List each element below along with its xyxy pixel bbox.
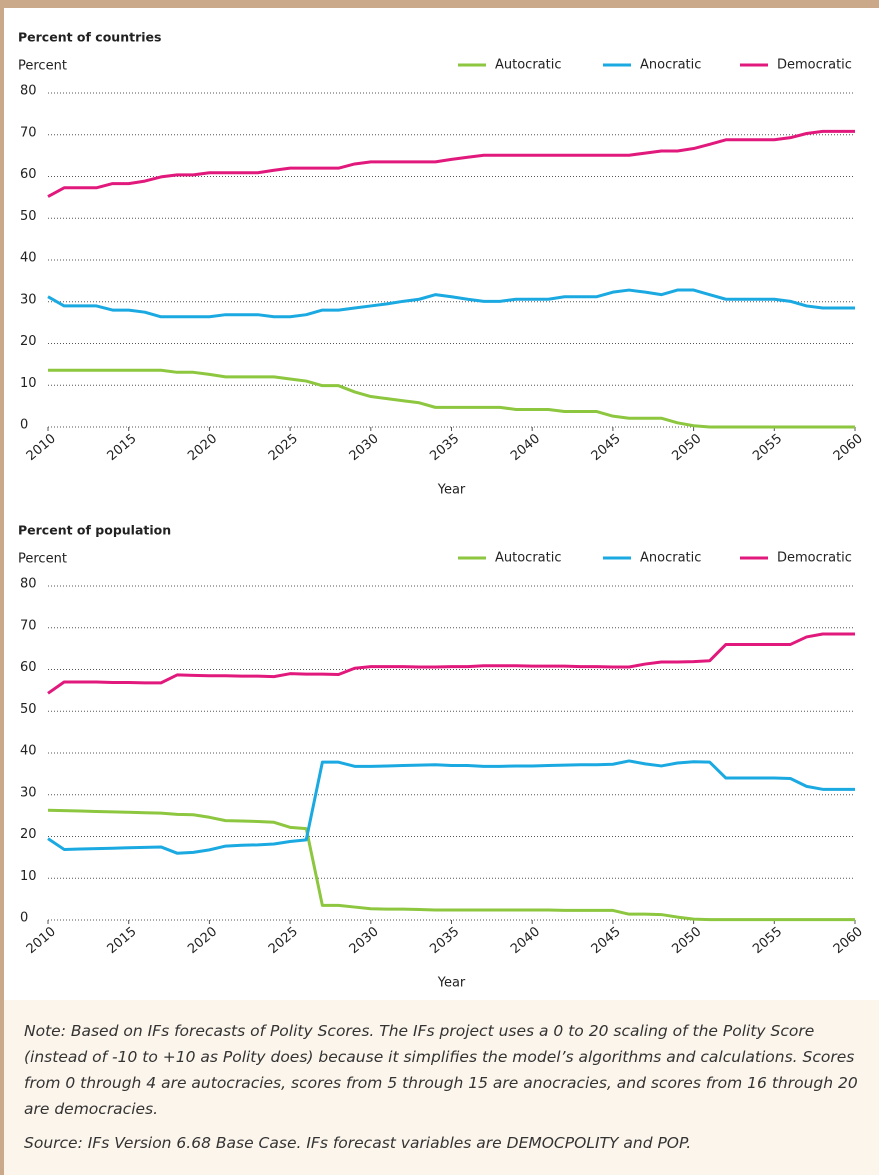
x-tick-label: 2020 [185, 431, 220, 464]
x-tick-label: 2060 [831, 924, 866, 957]
series-line [47, 808, 855, 922]
x-tick-label: 2015 [105, 431, 140, 464]
source: Source: IFs Version 6.68 Base Case. IFs … [24, 1134, 692, 1152]
legend-label: Autocratic [495, 58, 562, 73]
y-tick-label: 40 [20, 744, 37, 759]
x-axis-label: Year [437, 976, 466, 991]
charts: Percent of countriesPercentYear010203040… [18, 30, 866, 991]
y-tick-label: 0 [20, 911, 28, 926]
x-tick-label: 2035 [427, 924, 462, 957]
y-tick-label: 20 [20, 334, 37, 349]
x-tick-label: 2025 [266, 924, 301, 957]
y-tick-label: 40 [20, 251, 37, 266]
x-tick-label: 2010 [24, 431, 59, 464]
x-tick-label: 2055 [750, 431, 785, 464]
x-tick-label: 2050 [669, 431, 704, 464]
y-tick-label: 70 [20, 618, 37, 633]
legend-label: Anocratic [640, 58, 701, 73]
y-tick-label: 10 [20, 869, 37, 884]
x-tick-label: 2050 [669, 924, 704, 957]
y-tick-label: 50 [20, 702, 37, 717]
series-line [47, 759, 855, 855]
note: Note: Based on IFs forecasts of Polity S… [24, 1022, 858, 1118]
y-tick-label: 30 [20, 292, 37, 307]
x-tick-label: 2040 [508, 431, 543, 464]
chart-title: Percent of population [18, 523, 171, 538]
y-tick-label: 20 [20, 827, 37, 842]
x-tick-label: 2010 [24, 924, 59, 957]
y-tick-label: 70 [20, 125, 37, 140]
x-tick-label: 2045 [589, 431, 624, 464]
y-tick-label: 80 [20, 577, 37, 592]
legend-label: Anocratic [640, 551, 701, 566]
y-tick-label: 0 [20, 418, 28, 433]
y-axis-label: Percent [18, 59, 67, 74]
legend-label: Democratic [777, 551, 852, 566]
x-axis-label: Year [437, 483, 466, 498]
panel [4, 8, 879, 1175]
y-tick-label: 10 [20, 376, 37, 391]
x-tick-label: 2030 [347, 431, 382, 464]
x-tick-label: 2015 [105, 924, 140, 957]
y-axis-label: Percent [18, 552, 67, 567]
x-tick-label: 2045 [589, 924, 624, 957]
series-line [48, 368, 855, 429]
series-line [47, 632, 855, 695]
legend-label: Democratic [777, 58, 852, 73]
y-tick-label: 60 [20, 167, 37, 182]
x-tick-label: 2020 [185, 924, 220, 957]
x-tick-label: 2055 [750, 924, 785, 957]
chart-title: Percent of countries [18, 30, 161, 45]
series-line [47, 288, 855, 319]
legend-label: Autocratic [495, 551, 562, 566]
x-tick-label: 2040 [508, 924, 543, 957]
y-tick-label: 60 [20, 660, 37, 675]
y-tick-label: 80 [20, 84, 37, 99]
x-tick-label: 2025 [266, 431, 301, 464]
x-tick-label: 2060 [831, 431, 866, 464]
x-tick-label: 2035 [427, 431, 462, 464]
notes: Note: Based on IFs forecasts of Polity S… [4, 1000, 879, 1175]
y-tick-label: 50 [20, 209, 37, 224]
y-tick-label: 30 [20, 785, 37, 800]
x-tick-label: 2030 [347, 924, 382, 957]
series-line [47, 129, 855, 198]
